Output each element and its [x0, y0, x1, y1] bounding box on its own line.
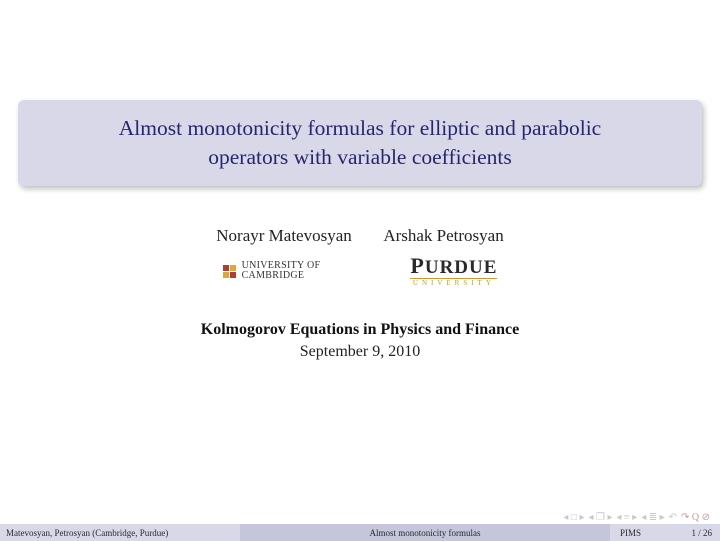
purdue-sub: UNIVERSITY [410, 278, 497, 287]
nav-redo-icon[interactable]: ↷ Q ⊘ [681, 512, 710, 523]
cambridge-text-line2: CAMBRIDGE [242, 271, 321, 282]
cambridge-shield-icon [223, 265, 236, 278]
purdue-name: URDUE [425, 257, 498, 278]
purdue-initial: P [410, 253, 424, 278]
title-line1: Almost monotonicity formulas for ellipti… [38, 114, 682, 143]
footer-bar: Matevosyan, Petrosyan (Cambridge, Purdue… [0, 524, 720, 541]
nav-next-icon[interactable]: ◂ ≡ ▸ [617, 512, 638, 523]
authors-block: Norayr Matevosyan Arshak Petrosyan [18, 226, 702, 246]
conference-name: Kolmogorov Equations in Physics and Fina… [18, 321, 702, 339]
footer-venue: PIMS [620, 528, 641, 538]
purdue-logo: PURDUE UNIVERSITY [410, 256, 497, 287]
nav-prev-icon[interactable]: ◂ ❐ ▸ [589, 512, 613, 523]
cambridge-logo: UNIVERSITY OF CAMBRIDGE [223, 261, 321, 282]
author-1: Norayr Matevosyan [216, 226, 352, 245]
beamer-nav-icons: ◂ □ ▸ ◂ ❐ ▸ ◂ ≡ ▸ ◂ ≣ ▸ ↶ ↷ Q ⊘ [563, 512, 710, 523]
nav-first-icon[interactable]: ◂ □ ▸ [563, 512, 584, 523]
author-2: Arshak Petrosyan [383, 226, 503, 245]
title-box: Almost monotonicity formulas for ellipti… [18, 100, 702, 186]
presentation-date: September 9, 2010 [18, 343, 702, 361]
logos-row: UNIVERSITY OF CAMBRIDGE PURDUE UNIVERSIT… [18, 256, 702, 287]
nav-back-icon[interactable]: ↶ [669, 512, 677, 523]
footer-page: 1 / 26 [691, 528, 712, 538]
nav-section-icon[interactable]: ◂ ≣ ▸ [641, 512, 664, 523]
title-line2: operators with variable coefficients [38, 143, 682, 172]
footer-authors: Matevosyan, Petrosyan (Cambridge, Purdue… [0, 528, 240, 538]
footer-title: Almost monotonicity formulas [240, 524, 610, 541]
